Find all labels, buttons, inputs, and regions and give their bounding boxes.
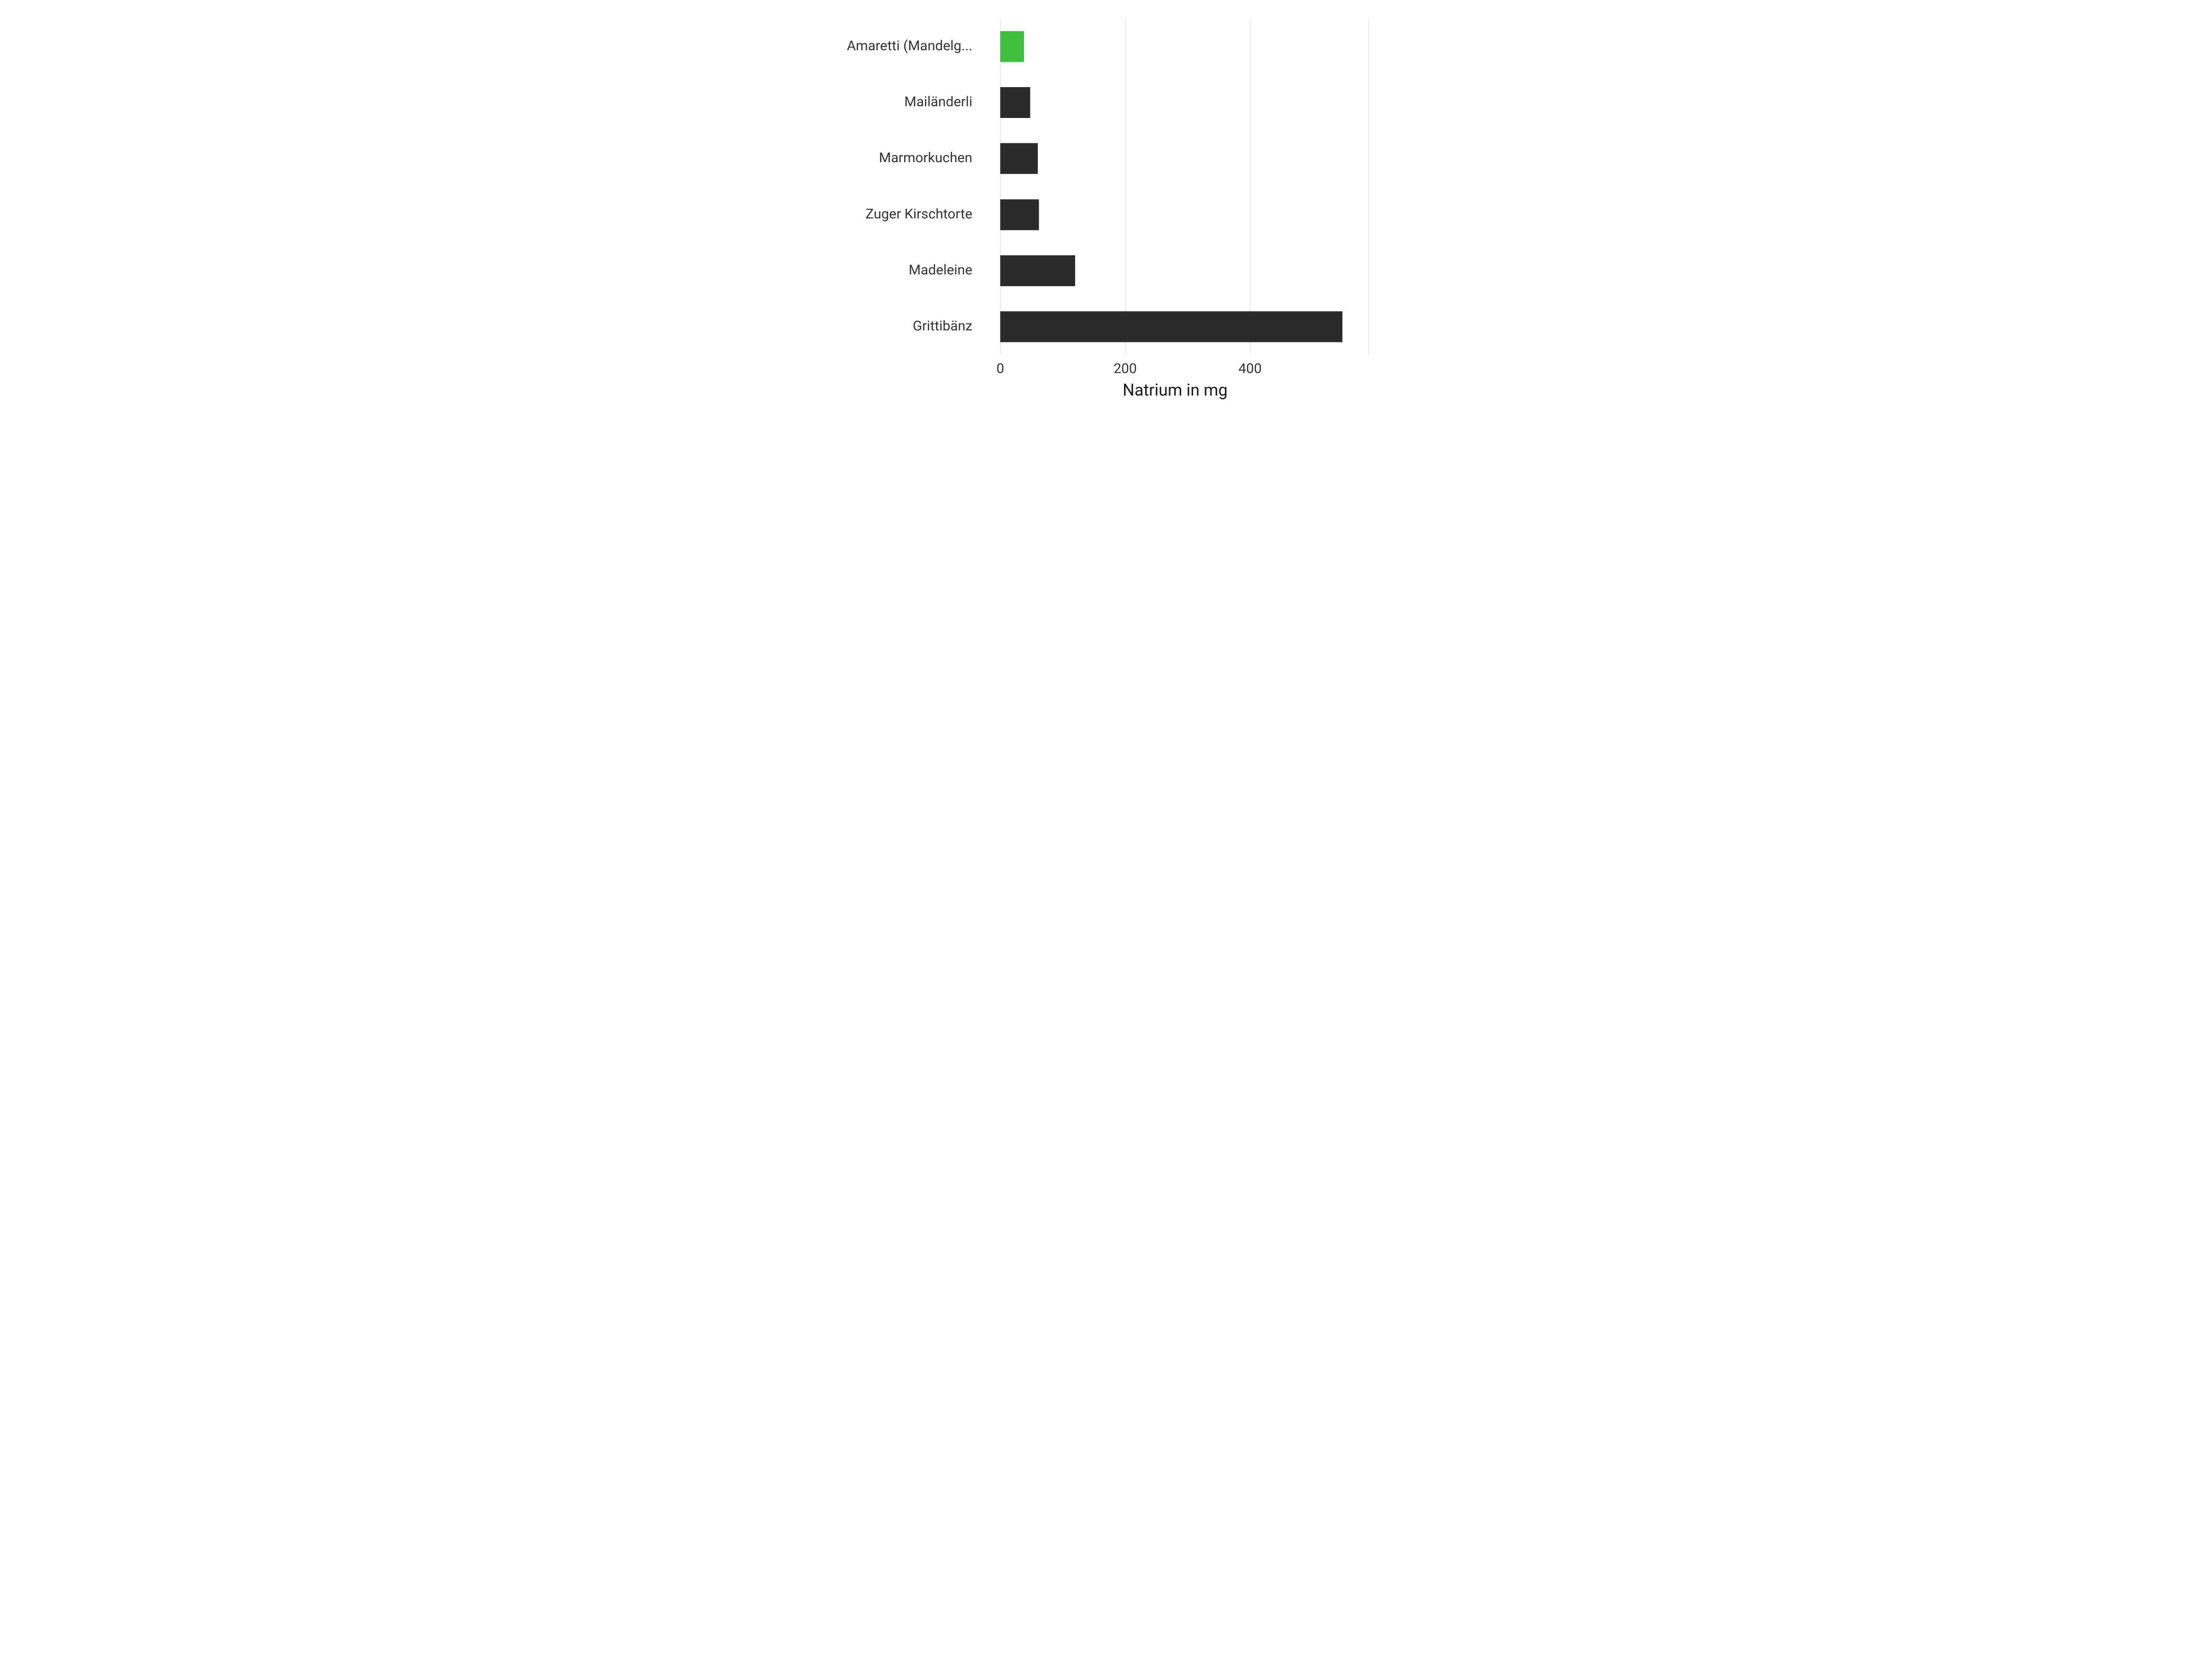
y-axis-label: Mailänderli — [904, 94, 972, 110]
y-axis-label: Zuger Kirschtorte — [865, 206, 972, 222]
bar — [1000, 255, 1076, 286]
y-axis-label: Marmorkuchen — [879, 150, 972, 166]
x-axis-tick-label: 0 — [996, 361, 1004, 377]
bar — [1000, 143, 1038, 174]
y-axis-label: Madeleine — [909, 262, 972, 278]
bar — [1000, 312, 1342, 342]
bar — [1000, 87, 1030, 118]
x-axis-title: Natrium in mg — [1123, 380, 1228, 400]
bar-chart: Amaretti (Mandelg... Mailänderli Marmorkuc… — [830, 0, 1382, 415]
bar — [1000, 31, 1024, 62]
y-axis-label: Grittibänz — [913, 318, 972, 334]
x-axis-tick-label: 200 — [1113, 361, 1137, 377]
x-axis-tick-label: 400 — [1238, 361, 1262, 377]
chart-container: Amaretti (Mandelg... Mailänderli Marmorkuc… — [830, 0, 1382, 415]
bar — [1000, 199, 1039, 230]
y-axis-label: Amaretti (Mandelg... — [847, 38, 972, 54]
